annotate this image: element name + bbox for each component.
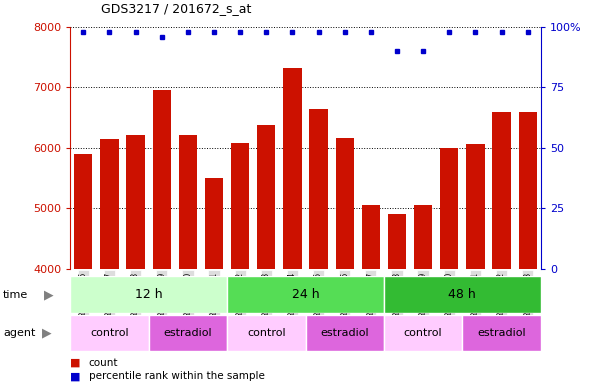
Bar bbox=[492, 112, 511, 269]
Bar bbox=[362, 205, 380, 269]
Bar bbox=[388, 214, 406, 269]
Text: 48 h: 48 h bbox=[448, 288, 476, 301]
Bar bbox=[227, 315, 306, 351]
Text: time: time bbox=[3, 290, 28, 300]
Text: ▶: ▶ bbox=[42, 327, 51, 339]
Bar bbox=[463, 315, 541, 351]
Text: percentile rank within the sample: percentile rank within the sample bbox=[89, 371, 265, 381]
Bar bbox=[257, 125, 276, 269]
Bar bbox=[335, 137, 354, 269]
Text: estradiol: estradiol bbox=[320, 328, 369, 338]
Bar bbox=[70, 276, 227, 313]
Bar bbox=[179, 135, 197, 269]
Text: estradiol: estradiol bbox=[477, 328, 526, 338]
Bar bbox=[284, 68, 302, 269]
Bar bbox=[309, 109, 327, 269]
Bar bbox=[384, 315, 463, 351]
Bar bbox=[100, 139, 119, 269]
Text: count: count bbox=[89, 358, 118, 368]
Text: control: control bbox=[90, 328, 129, 338]
Text: control: control bbox=[247, 328, 285, 338]
Text: agent: agent bbox=[3, 328, 35, 338]
Text: ■: ■ bbox=[70, 371, 81, 381]
Bar bbox=[466, 144, 485, 269]
Bar bbox=[384, 276, 541, 313]
Bar bbox=[306, 315, 384, 351]
Bar bbox=[70, 315, 148, 351]
Text: control: control bbox=[404, 328, 442, 338]
Bar bbox=[74, 154, 92, 269]
Bar bbox=[153, 90, 171, 269]
Bar bbox=[440, 148, 458, 269]
Bar bbox=[227, 276, 384, 313]
Bar bbox=[148, 315, 227, 351]
Bar bbox=[414, 205, 432, 269]
Bar bbox=[519, 112, 537, 269]
Bar bbox=[205, 178, 223, 269]
Bar bbox=[231, 143, 249, 269]
Text: ■: ■ bbox=[70, 358, 81, 368]
Text: 24 h: 24 h bbox=[291, 288, 320, 301]
Bar bbox=[126, 134, 145, 269]
Text: estradiol: estradiol bbox=[164, 328, 212, 338]
Text: ▶: ▶ bbox=[44, 288, 54, 301]
Text: GDS3217 / 201672_s_at: GDS3217 / 201672_s_at bbox=[101, 2, 251, 15]
Text: 12 h: 12 h bbox=[135, 288, 163, 301]
